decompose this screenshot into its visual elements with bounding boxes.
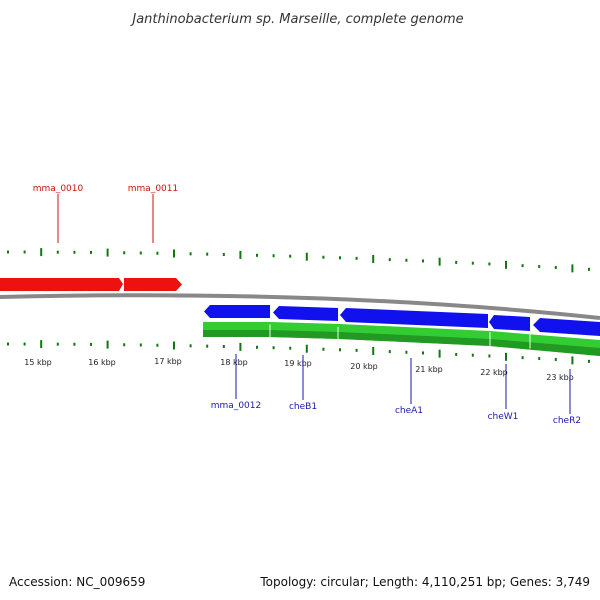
reverse-gene-labels: mma_0012 cheB1 cheA1 cheW1 cheR2 [211,354,581,426]
gene-arrow-cheA1 [340,308,488,328]
scale-labels: 15 kbp 16 kbp 17 kbp 18 kbp 19 kbp 20 kbp 21 k… [24,357,574,382]
gene-arrow-mma_0011 [124,278,182,291]
scale-label: 17 kbp [154,357,182,366]
gene-arrow-cheW1 [489,315,530,331]
backbone-line [0,293,600,320]
scale-label: 23 kbp [546,373,574,382]
gene-arrow-mma_0010 [0,278,123,291]
gene-arrow-cheB1 [273,306,338,321]
scale-label: 15 kbp [24,358,52,367]
map-title: Janthinobacterium sp. Marseille, complet… [129,12,463,27]
gene-label: mma_0011 [128,184,178,194]
scale-label: 16 kbp [88,358,116,367]
forward-gene-labels: mma_0010 mma_0011 [33,184,178,243]
forward-strand-track [0,278,182,291]
gene-label: cheB1 [289,402,317,412]
gene-arrow-mma_0012 [204,305,270,318]
gene-label: cheA1 [395,406,423,416]
gene-label: cheR2 [553,416,581,426]
gene-arrow-cheR2 [533,318,600,336]
genome-backbone [0,293,600,320]
scale-label: 21 kbp [415,365,443,374]
cds-block-shade [203,330,600,356]
scale-label: 22 kbp [480,368,508,377]
gene-label: mma_0010 [33,184,84,194]
reverse-strand-track [204,305,600,336]
gene-label: mma_0012 [211,401,261,411]
scale-label: 20 kbp [350,362,378,371]
tick-row-bottom [7,340,590,365]
accession-text: Accession: NC_009659 [9,575,145,589]
gene-label: cheW1 [488,412,519,422]
cds-track [203,322,600,356]
genome-summary-text: Topology: circular; Length: 4,110,251 bp… [259,575,590,589]
scale-label: 19 kbp [284,359,312,368]
scale-label: 18 kbp [220,358,248,367]
tick-row-top [7,248,590,273]
